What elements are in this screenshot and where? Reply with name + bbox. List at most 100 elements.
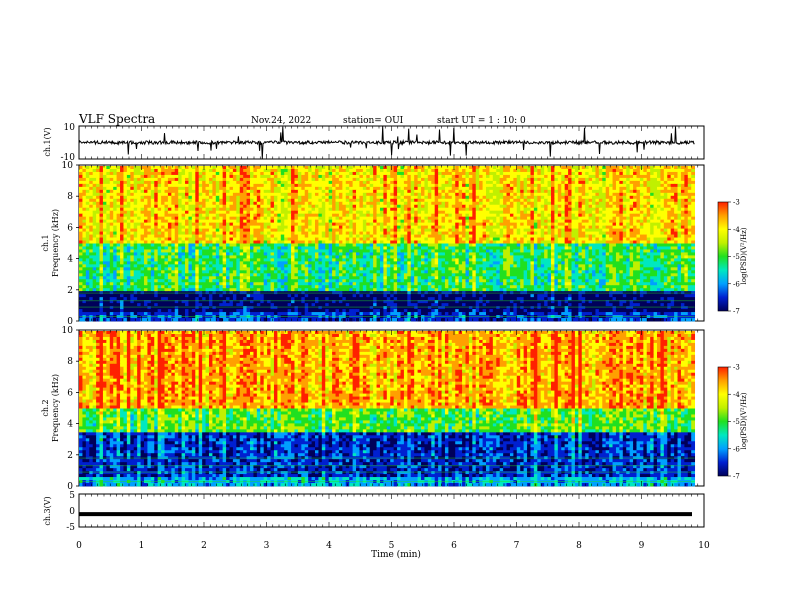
- spectrogram-cell: [520, 189, 525, 194]
- spectrogram-cell: [407, 237, 412, 241]
- spectrogram-cell: [540, 219, 545, 224]
- spectrogram-cell: [280, 234, 285, 238]
- spectrogram-cell: [369, 189, 374, 194]
- spectrogram-cell: [208, 216, 213, 221]
- spectrogram-cell: [362, 177, 367, 182]
- spectrogram-cell: [657, 222, 661, 227]
- spectrogram-cell: [113, 204, 118, 209]
- spectrogram-cell: [475, 195, 480, 200]
- spectrogram-cell: [205, 198, 210, 203]
- spectrogram-cell: [239, 183, 244, 188]
- spectrogram-cell: [400, 166, 405, 170]
- spectrogram-cell: [314, 166, 319, 170]
- spectrogram-cell: [349, 210, 354, 215]
- spectrogram-cell: [154, 171, 159, 176]
- spectrogram-cell: [157, 166, 162, 170]
- spectrogram-cell: [123, 174, 128, 179]
- spectrogram-cell: [427, 231, 432, 235]
- spectrogram-cell: [639, 183, 644, 188]
- spectrogram-cell: [157, 210, 162, 215]
- spectrogram-cell: [338, 201, 343, 206]
- spectrogram-cell: [417, 192, 422, 197]
- spectrogram-cell: [622, 183, 627, 188]
- spectrogram-cell: [633, 237, 637, 241]
- spectrogram-cell: [113, 231, 118, 235]
- spectrogram-cell: [691, 234, 696, 238]
- spectrogram-cell: [304, 234, 309, 238]
- spectrogram-cell: [379, 177, 384, 182]
- spectrogram-cell: [643, 222, 648, 227]
- spectrogram-cell: [410, 219, 415, 224]
- spectrogram-cell: [243, 216, 247, 221]
- spectrogram-cell: [414, 234, 418, 238]
- spectrogram-cell: [571, 216, 576, 221]
- spectrogram-cell: [509, 183, 514, 188]
- spectrogram-cell: [379, 183, 384, 188]
- spectrogram-cell: [92, 180, 97, 185]
- spectrogram-cell: [236, 231, 241, 235]
- spectrogram-cell: [386, 237, 391, 241]
- spectrogram-cell: [174, 168, 179, 173]
- spectrogram-cell: [691, 180, 696, 185]
- spectrogram-cell: [96, 216, 100, 221]
- spectrogram-cell: [605, 174, 610, 179]
- spectrogram-cell: [448, 210, 453, 215]
- spectrogram-cell: [636, 180, 641, 185]
- spectrogram-cell: [120, 189, 124, 194]
- spectrogram-cell: [581, 210, 586, 215]
- spectrogram-cell: [639, 234, 644, 238]
- ch1-ylabel: ch.1(V): [43, 127, 52, 156]
- spectrogram-cell: [356, 201, 360, 206]
- spectrogram-cell: [571, 192, 576, 197]
- spectrogram-cell: [287, 222, 292, 227]
- spectrogram-cell: [602, 192, 607, 197]
- spectrogram-cell: [89, 228, 94, 232]
- spectrogram-cell: [533, 225, 538, 229]
- spectrogram-cell: [400, 201, 405, 206]
- spectrogram-cell: [499, 189, 504, 194]
- spectrogram-cell: [314, 222, 319, 227]
- spectrogram-cell: [85, 168, 90, 173]
- spectrogram-cell: [205, 180, 210, 185]
- spectrogram-cell: [126, 166, 131, 170]
- spectrogram-cell: [366, 213, 371, 218]
- spectrogram-cell: [311, 243, 316, 247]
- spectrogram-cell: [639, 168, 644, 173]
- spectrogram-cell: [386, 198, 391, 203]
- spectrogram-cell: [236, 213, 241, 218]
- spectrogram-cell: [102, 231, 107, 235]
- spectrogram-cell: [133, 204, 138, 209]
- spectrogram-cell: [646, 168, 651, 173]
- spectrogram-cell: [345, 195, 350, 200]
- spectrogram-cell: [267, 210, 271, 215]
- spectrogram-cell: [636, 225, 641, 229]
- spectrogram-cell: [345, 201, 350, 206]
- spectrogram-cell: [147, 198, 152, 203]
- spectrogram-cell: [109, 180, 114, 185]
- spectrogram-cell: [294, 210, 299, 215]
- spectrogram-cell: [472, 216, 477, 221]
- spectrogram-cell: [434, 168, 439, 173]
- spectrogram-cell: [424, 183, 429, 188]
- spectrogram-cell: [574, 180, 579, 185]
- spectrogram-cell: [609, 225, 613, 229]
- spectrogram-cell: [451, 240, 456, 244]
- spectrogram-cell: [479, 213, 483, 218]
- spectrogram-cell: [564, 166, 569, 170]
- spectrogram-cell: [400, 243, 405, 247]
- spectrogram-cell: [444, 186, 449, 191]
- spectrogram-cell: [82, 216, 87, 221]
- spectrogram-cell: [588, 186, 593, 191]
- spectrogram-cell: [328, 183, 333, 188]
- spectrogram-cell: [321, 183, 326, 188]
- spectrogram-cell: [520, 222, 525, 227]
- spectrogram-cell: [674, 189, 678, 194]
- spectrogram-cell: [332, 207, 336, 212]
- spectrogram-cell: [356, 168, 360, 173]
- spectrogram-cell: [513, 192, 518, 197]
- spectrogram-cell: [352, 177, 357, 182]
- spectrogram-cell: [427, 204, 432, 209]
- spectrogram-cell: [287, 166, 292, 170]
- spectrogram-cell: [561, 213, 566, 218]
- spectrogram-cell: [544, 201, 548, 206]
